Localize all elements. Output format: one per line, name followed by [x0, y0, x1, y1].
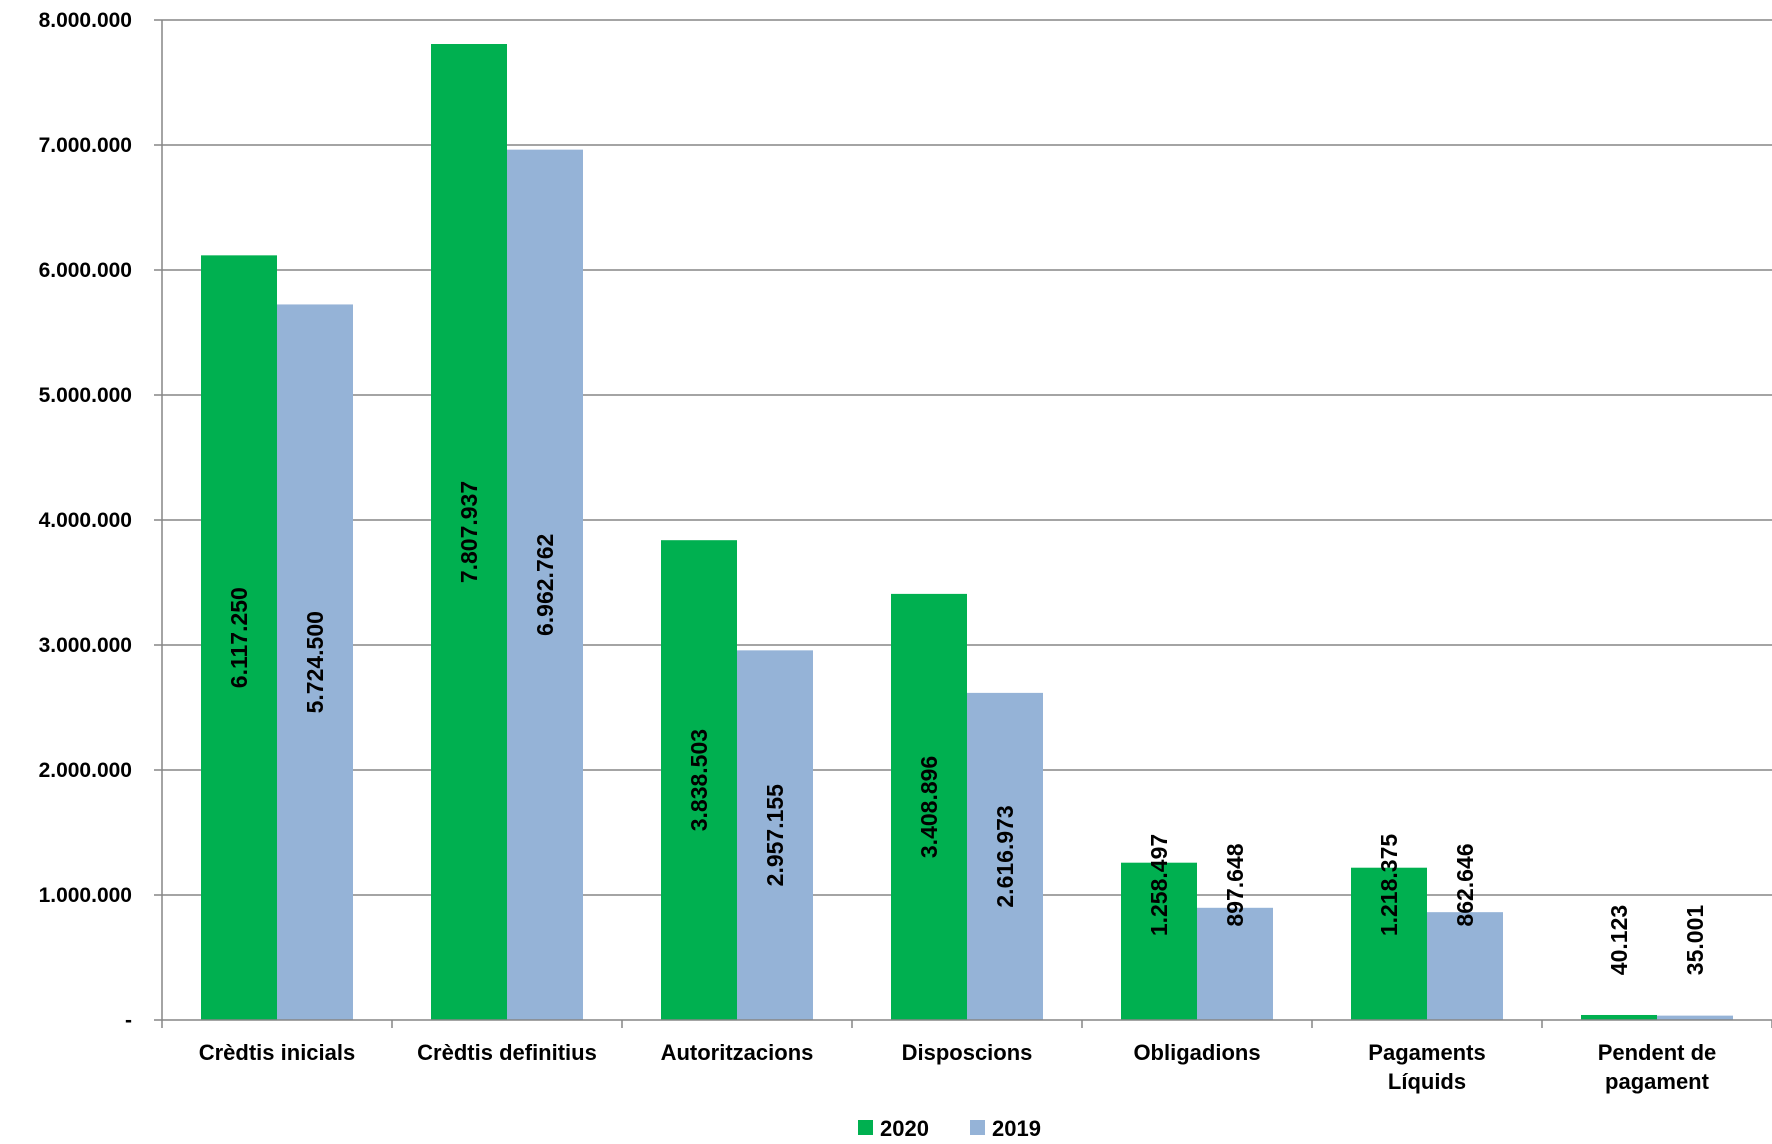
x-tick-label: Pagaments — [1368, 1040, 1485, 1065]
x-tick-label: pagament — [1605, 1069, 1710, 1094]
y-tick-label: 5.000.000 — [39, 384, 132, 407]
legend: 2020 2019 — [858, 1116, 1041, 1141]
x-tick-label: Disposcions — [902, 1040, 1033, 1065]
x-tick-label: Pendent de — [1598, 1040, 1717, 1065]
axes — [161, 20, 1772, 1021]
data-label: 3.838.503 — [686, 729, 712, 831]
data-label: 897.648 — [1222, 843, 1248, 926]
x-tick-label: Autoritzacions — [661, 1040, 814, 1065]
data-label: 3.408.896 — [916, 756, 942, 858]
bar-2019 — [277, 304, 353, 1020]
data-label: 7.807.937 — [456, 481, 482, 583]
y-tick-label: 7.000.000 — [39, 134, 132, 157]
bars — [201, 44, 1733, 1020]
data-label: 2.616.973 — [992, 805, 1018, 907]
bar-2019 — [737, 650, 813, 1020]
legend-label: 2019 — [992, 1116, 1041, 1141]
y-tick-label: 2.000.000 — [39, 759, 132, 782]
data-label: 6.117.250 — [226, 587, 252, 688]
data-label: 862.646 — [1452, 843, 1478, 926]
data-labels: 6.117.250 7.807.937 3.838.503 3.408.896 1.25… — [226, 481, 1708, 975]
bar-2019 — [507, 149, 583, 1020]
bar-2020 — [1121, 862, 1197, 1020]
legend-swatch — [858, 1120, 873, 1135]
data-label: 5.724.500 — [302, 611, 328, 713]
x-tick-label: Obligadions — [1133, 1040, 1260, 1065]
data-label: 2.957.155 — [762, 784, 788, 887]
y-tick-label: 1.000.000 — [39, 884, 132, 907]
bar-2020 — [1351, 867, 1427, 1020]
bar-2019 — [967, 692, 1043, 1020]
y-tick-label: 8.000.000 — [39, 9, 132, 32]
x-tick-label: Crèdtis definitius — [417, 1040, 597, 1065]
x-tick-label: Crèdtis inicials — [199, 1040, 356, 1065]
bar-2020 — [431, 44, 507, 1020]
data-label: 1.258.497 — [1146, 834, 1172, 936]
bar-2019 — [1197, 907, 1273, 1020]
bar-2019 — [1427, 912, 1503, 1020]
data-label: 1.218.375 — [1376, 834, 1402, 937]
y-tick-label: - — [125, 1009, 132, 1032]
bar-2019 — [1657, 1015, 1733, 1020]
y-tick-label: 3.000.000 — [39, 634, 132, 657]
y-axis-ticks: - 1.000.000 2.000.000 3.000.000 4.000.000 5.0… — [39, 9, 162, 1032]
bar-2020 — [1581, 1014, 1657, 1020]
bar-2020 — [201, 255, 277, 1020]
legend-swatch — [970, 1120, 985, 1135]
x-axis-ticks: Crèdtis inicials Crèdtis definitius Autori… — [161, 1020, 1772, 1094]
x-tick-label: Líquids — [1388, 1069, 1466, 1094]
legend-label: 2020 — [880, 1116, 929, 1141]
data-label: 35.001 — [1682, 905, 1708, 976]
bar-2020 — [661, 540, 737, 1020]
data-label: 6.962.762 — [532, 534, 558, 636]
data-label: 40.123 — [1606, 905, 1632, 975]
bar-2020 — [891, 593, 967, 1020]
y-tick-label: 4.000.000 — [39, 509, 132, 532]
y-tick-label: 6.000.000 — [39, 259, 132, 282]
